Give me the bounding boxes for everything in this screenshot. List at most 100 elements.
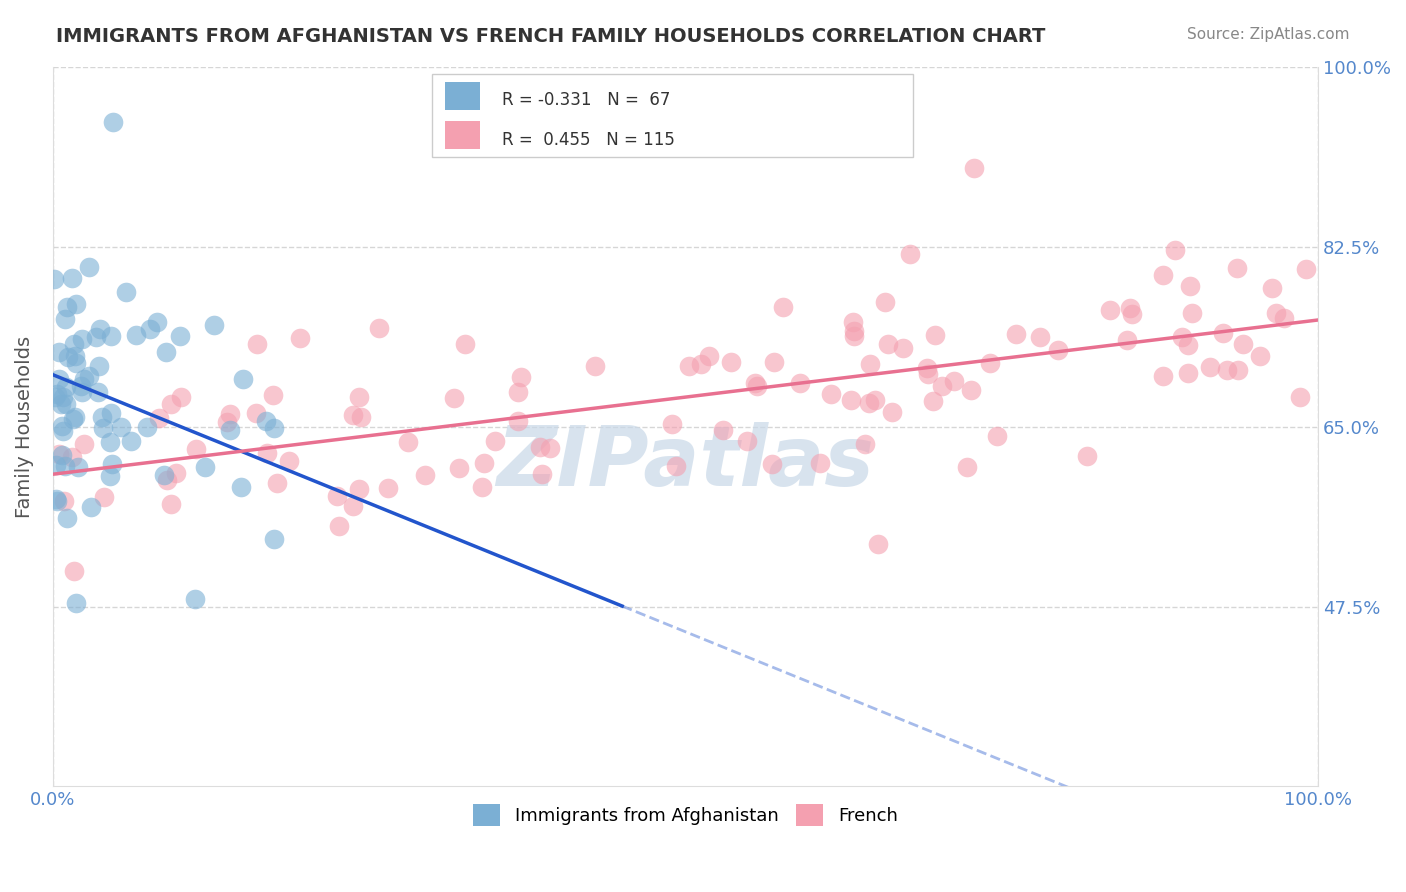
- Point: [891, 341, 914, 355]
- Point: [56, 300, 79, 314]
- Point: [73, 372, 96, 386]
- Point: [48, 344, 70, 359]
- Legend: Immigrants from Afghanistan, French: Immigrants from Afghanistan, French: [464, 795, 907, 835]
- Point: [63, 409, 86, 424]
- Point: [77, 260, 100, 274]
- Point: [853, 436, 876, 450]
- Point: [45, 458, 67, 472]
- Point: [924, 328, 946, 343]
- Point: [120, 434, 142, 448]
- Point: [963, 161, 986, 175]
- Point: [98, 435, 121, 450]
- Point: [101, 115, 124, 129]
- Point: [229, 480, 252, 494]
- Point: [1177, 366, 1199, 380]
- Point: [697, 349, 720, 363]
- Point: [1199, 360, 1222, 375]
- Point: [91, 421, 114, 435]
- Point: [114, 285, 136, 299]
- Point: [531, 467, 554, 481]
- Point: [747, 379, 769, 393]
- Point: [1028, 330, 1050, 344]
- Point: [48, 447, 70, 461]
- Point: [42, 271, 65, 285]
- Point: [1232, 336, 1254, 351]
- Point: [52, 390, 75, 404]
- Point: [720, 355, 742, 369]
- Point: [538, 441, 561, 455]
- Point: [763, 355, 786, 369]
- Point: [761, 457, 783, 471]
- Point: [1227, 363, 1250, 377]
- Point: [84, 330, 107, 344]
- Point: [1152, 268, 1174, 283]
- Text: IMMIGRANTS FROM AFGHANISTAN VS FRENCH FAMILY HOUSEHOLDS CORRELATION CHART: IMMIGRANTS FROM AFGHANISTAN VS FRENCH FA…: [56, 27, 1046, 45]
- Point: [246, 337, 269, 351]
- Point: [254, 413, 277, 427]
- Point: [472, 456, 495, 470]
- Point: [931, 378, 953, 392]
- Point: [62, 337, 84, 351]
- Point: [858, 357, 880, 371]
- Point: [922, 394, 945, 409]
- Point: [160, 397, 183, 411]
- Point: [1272, 310, 1295, 325]
- Point: [136, 420, 159, 434]
- Point: [184, 592, 207, 607]
- Point: [62, 565, 84, 579]
- Point: [347, 390, 370, 404]
- Point: [898, 247, 921, 261]
- Point: [1170, 330, 1192, 344]
- Point: [55, 511, 77, 525]
- Point: [89, 359, 111, 373]
- Point: [347, 482, 370, 496]
- Point: [735, 434, 758, 448]
- Point: [960, 384, 983, 398]
- Point: [350, 409, 373, 424]
- Point: [858, 395, 880, 409]
- Text: R = -0.331   N =  67: R = -0.331 N = 67: [496, 85, 678, 103]
- Point: [55, 458, 77, 473]
- Point: [101, 457, 124, 471]
- Point: [1181, 306, 1204, 320]
- Point: [661, 417, 683, 431]
- Point: [215, 415, 238, 429]
- Point: [44, 390, 66, 404]
- Point: [396, 435, 419, 450]
- Point: [219, 407, 242, 421]
- Point: [100, 329, 122, 343]
- Point: [186, 442, 208, 457]
- Point: [510, 370, 533, 384]
- Point: [1178, 279, 1201, 293]
- Point: [508, 384, 530, 399]
- Point: [529, 441, 551, 455]
- Point: [1261, 280, 1284, 294]
- Point: [863, 393, 886, 408]
- Point: [447, 461, 470, 475]
- Point: [139, 322, 162, 336]
- Point: [60, 450, 83, 465]
- Point: [93, 490, 115, 504]
- Point: [219, 423, 242, 437]
- Point: [89, 322, 111, 336]
- Point: [844, 324, 866, 338]
- Point: [842, 315, 865, 329]
- Point: [51, 448, 73, 462]
- Point: [325, 489, 347, 503]
- FancyBboxPatch shape: [433, 74, 914, 157]
- Point: [1216, 363, 1239, 377]
- Point: [1264, 306, 1286, 320]
- Point: [169, 329, 191, 343]
- Point: [1164, 244, 1187, 258]
- Point: [1047, 343, 1070, 357]
- FancyBboxPatch shape: [446, 81, 481, 110]
- Point: [820, 387, 842, 401]
- Point: [915, 361, 938, 376]
- Text: Source: ZipAtlas.com: Source: ZipAtlas.com: [1187, 27, 1350, 42]
- Point: [55, 379, 77, 393]
- Point: [979, 356, 1001, 370]
- Point: [484, 434, 506, 449]
- Point: [1249, 349, 1271, 363]
- Point: [1098, 303, 1121, 318]
- Point: [453, 336, 475, 351]
